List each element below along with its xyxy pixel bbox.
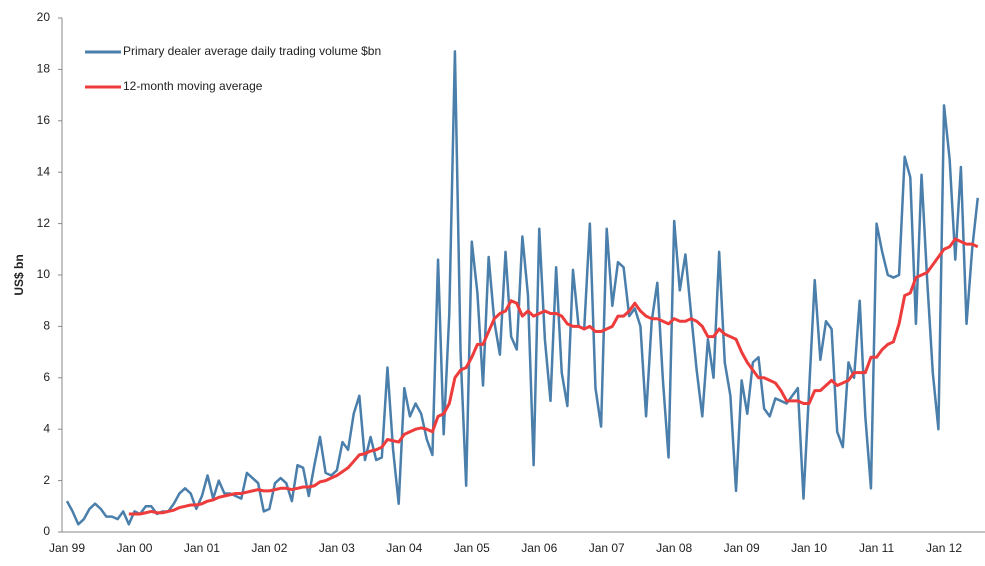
x-tick-label: Jan 07 xyxy=(589,541,625,555)
series-line xyxy=(128,237,979,516)
x-tick-label: Jan 99 xyxy=(49,541,85,555)
x-tick-label: Jan 08 xyxy=(656,541,692,555)
x-tick-label: Jan 03 xyxy=(319,541,355,555)
x-tick-label: Jan 01 xyxy=(184,541,220,555)
x-tick-label: Jan 11 xyxy=(859,541,894,555)
y-tick-label: 2 xyxy=(43,473,50,487)
x-tick-label: Jan 04 xyxy=(386,541,422,555)
x-tick-label: Jan 10 xyxy=(791,541,827,555)
y-tick-label: 0 xyxy=(43,524,50,538)
series-line xyxy=(65,50,980,526)
y-tick-label: 6 xyxy=(43,370,50,384)
y-tick-label: 18 xyxy=(37,62,51,76)
x-tick-label: Jan 02 xyxy=(251,541,287,555)
y-tick-label: 4 xyxy=(43,421,50,435)
y-tick-label: 8 xyxy=(43,319,50,333)
y-axis-label: US$ bn xyxy=(12,254,26,295)
y-tick-label: 16 xyxy=(37,113,51,127)
x-tick-label: Jan 09 xyxy=(724,541,760,555)
x-tick-label: Jan 12 xyxy=(926,541,962,555)
y-tick-label: 12 xyxy=(37,216,51,230)
x-tick-label: Jan 00 xyxy=(116,541,152,555)
y-tick-label: 14 xyxy=(37,164,51,178)
y-tick-label: 20 xyxy=(37,10,51,24)
x-tick-label: Jan 05 xyxy=(454,541,490,555)
y-tick-label: 10 xyxy=(37,267,51,281)
legend-label: Primary dealer average daily trading vol… xyxy=(123,44,381,58)
x-tick-label: Jan 06 xyxy=(521,541,557,555)
legend-label: 12-month moving average xyxy=(123,79,263,93)
